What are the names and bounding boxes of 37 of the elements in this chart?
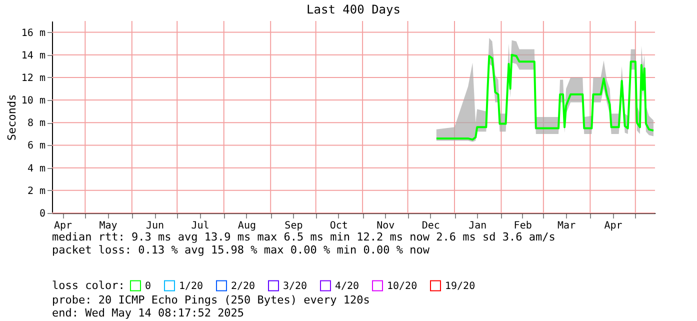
x-tick-label: Nov [376,220,395,232]
x-tick-label: Dec [422,220,440,232]
x-tick-label: Feb [514,220,532,232]
x-tick-label: Mar [558,220,576,232]
legend-label: 0 [145,280,152,292]
x-tick-label: Apr [54,220,72,232]
text: probe: 20 ICMP Echo Pings (250 Bytes) every 120s [52,294,370,306]
y-tick-label: 0 [39,208,46,220]
x-tick-label: Jun [146,220,164,232]
text: median rtt: 9.3 ms avg 13.9 ms max 6.5 ms min 12.2 ms now 2.6 ms sd 3.6 am/s [52,230,556,244]
x-tick-label: Oct [330,220,348,232]
legend-label: 2/20 [231,280,256,292]
legend-label: 10/20 [387,280,418,292]
text: packet loss: 0.13 % avg 15.98 % max 0.00 % min 0.00 % now [52,244,430,256]
x-tick-label: Jul [191,220,210,232]
y-tick-label: 8 m [27,118,46,130]
y-tick-label: 14 m [21,50,46,62]
y-tick-label: 12 m [21,72,46,84]
chart-title: Last 400 Days [306,2,400,16]
x-tick-label: Apr [604,220,622,232]
x-tick-label: May [99,220,118,232]
x-tick-label: Aug [238,220,256,232]
legend-label: 1/20 [179,280,204,292]
legend-title: loss color: [52,279,125,292]
line-series [435,54,654,141]
y-axis-title: Seconds [5,94,18,141]
x-tick-label: Jan [468,220,487,232]
y-tick-label: 6 m [27,140,46,152]
y-tick-label: 4 m [27,163,46,174]
y-tick-label: 10 m [21,96,46,107]
text: end: Wed May 14 08:17:52 2025 [52,306,244,320]
y-tick-label: 16 m [21,28,46,39]
x-tick-label: Sep [284,220,303,232]
legend-label: 4/20 [335,280,360,292]
y-tick-label: 2 m [27,186,46,197]
legend-label: 3/20 [283,280,308,292]
legend-label: 19/20 [445,280,476,292]
